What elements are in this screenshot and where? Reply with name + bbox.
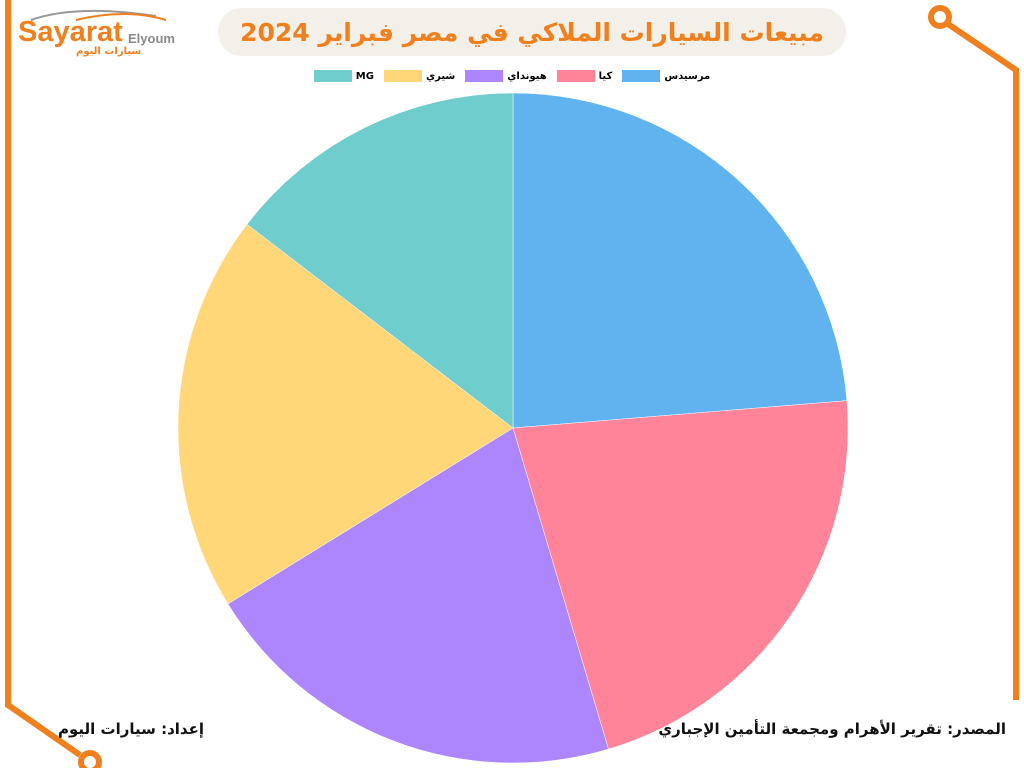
legend-item[interactable]: مرسيدس (622, 70, 710, 82)
legend-swatch (622, 70, 661, 82)
prepared-by: إعداد: سيارات اليوم (58, 720, 204, 738)
chart-title: مبيعات السيارات الملاكي في مصر فبراير 20… (218, 8, 846, 56)
legend-swatch (383, 70, 422, 82)
legend-label: مرسيدس (664, 70, 711, 82)
legend-swatch (313, 70, 352, 82)
legend-item[interactable]: هيونداي (465, 70, 547, 82)
legend-label: هيونداي (507, 70, 547, 82)
legend-item[interactable]: MG (313, 70, 374, 82)
logo: Sayarat Elyoum سيارات اليوم (16, 6, 176, 62)
pie-slice-1[interactable] (512, 400, 849, 750)
logo-sub: Elyoum (128, 31, 175, 46)
logo-arabic: سيارات اليوم (76, 46, 142, 57)
pie-slice-4[interactable] (246, 92, 514, 429)
legend-label: MG (355, 70, 374, 82)
source-note: المصدر: تقرير الأهرام ومجمعة التأمين الإ… (658, 720, 1006, 738)
legend-swatch (556, 70, 595, 82)
legend: مرسيدس كيا هيونداي شيري MG (0, 70, 1024, 82)
logo-main: Sayarat (18, 16, 123, 48)
pie-slice-3[interactable] (177, 223, 514, 605)
pie-slice-0[interactable] (512, 92, 848, 429)
legend-label: كيا (598, 70, 613, 82)
legend-item[interactable]: كيا (556, 70, 613, 82)
pie-slice-2[interactable] (227, 427, 609, 764)
legend-swatch (465, 70, 504, 82)
legend-item[interactable]: شيري (383, 70, 456, 82)
legend-label: شيري (425, 70, 456, 82)
